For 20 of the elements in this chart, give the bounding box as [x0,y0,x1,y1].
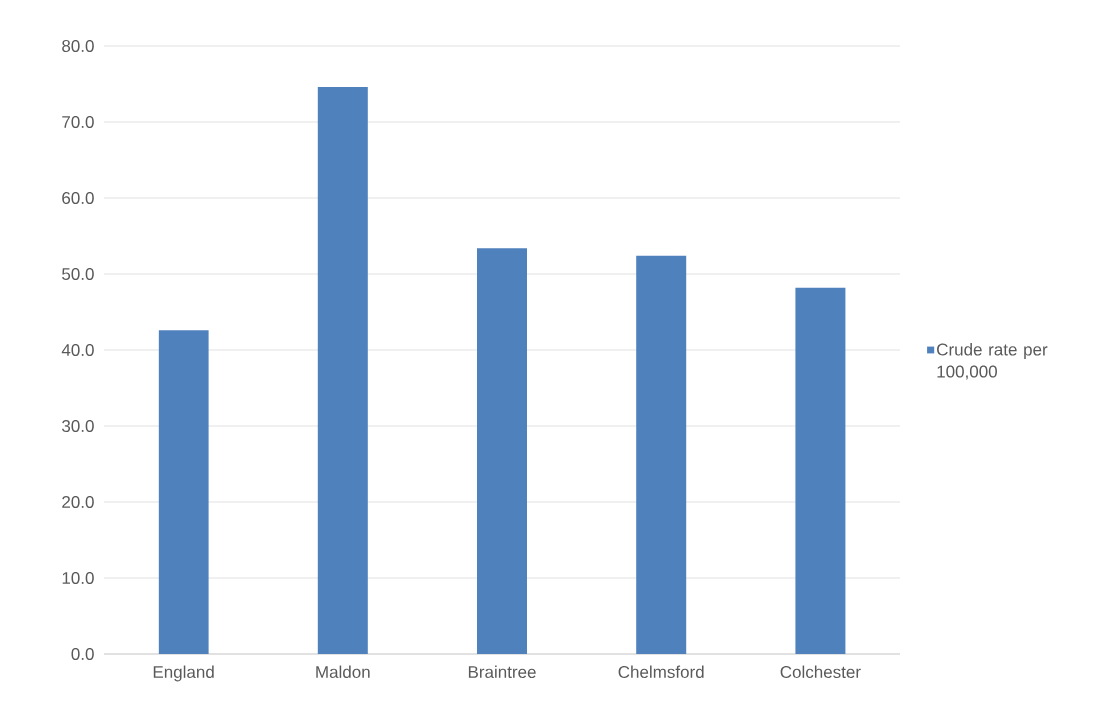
x-tick-label: Chelmsford [618,665,704,679]
bar [317,87,368,654]
y-tick-label: 20.0 [62,495,94,509]
y-tick-label: 10.0 [62,571,94,585]
y-tick-label: 70.0 [62,115,94,129]
y-tick-label: 80.0 [62,39,94,53]
y-tick-label: 50.0 [62,267,94,281]
y-tick-label: 0.0 [71,647,94,661]
x-tick-label: Braintree [468,665,536,679]
bar [158,330,209,654]
bar [636,255,687,654]
y-tick-label: 30.0 [62,419,94,433]
x-tick-label: England [153,665,214,682]
x-tick-label: Maldon [316,665,370,679]
y-tick-label: 60.0 [62,191,94,205]
bar [795,287,846,654]
bar [477,248,528,654]
legend-label: Crude rate per 100,000 [937,343,1048,380]
y-tick-label: 40.0 [61,343,94,357]
x-tick-label: Colchester [780,665,861,679]
